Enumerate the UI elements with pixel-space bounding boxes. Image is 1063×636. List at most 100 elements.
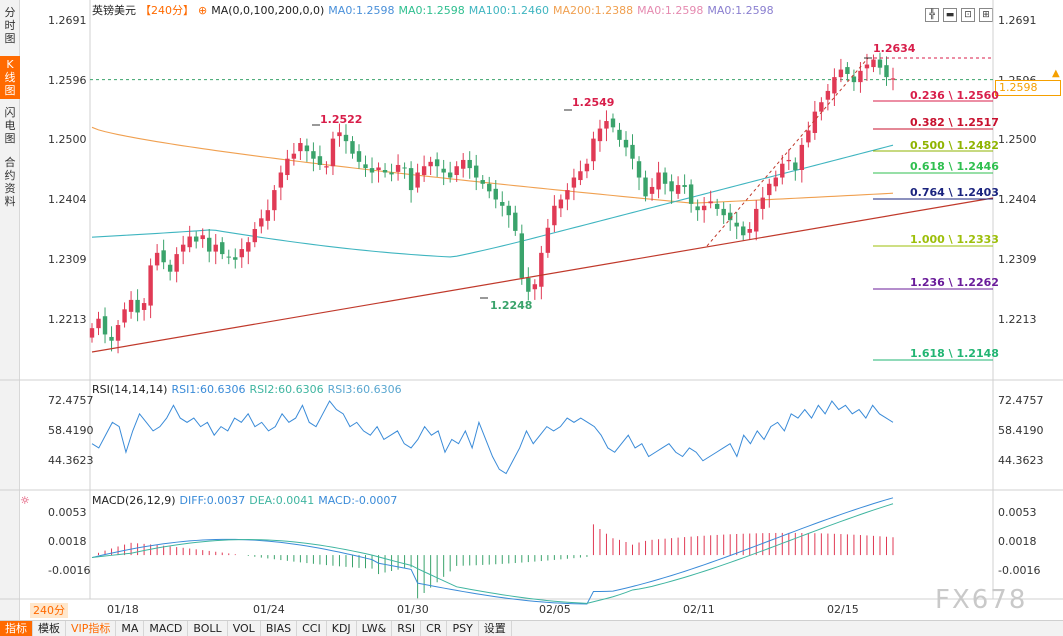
candle-body [838, 69, 844, 78]
ma100-value: MA100:1.2460 [468, 4, 549, 17]
candle-body [708, 201, 713, 204]
candle-body [760, 197, 765, 209]
rsi-params[interactable]: RSI(14,14,14) [92, 383, 168, 396]
candle-body [832, 77, 837, 94]
candle-body [154, 252, 160, 266]
candle-body [825, 90, 831, 100]
fib-level: 0.382 \ 1.2517 [910, 116, 999, 129]
x-date-label: 01/18 [107, 603, 139, 616]
tab-rsi[interactable]: RSI [392, 621, 422, 636]
candle-body [500, 202, 505, 206]
macd-tick-left: -0.0016 [48, 564, 91, 577]
candle-body [812, 111, 818, 133]
tab-settings[interactable]: 设置 [479, 621, 512, 636]
period-label[interactable]: 【240分】 [140, 4, 194, 17]
macd-header: ☼ [20, 494, 34, 507]
ma0-value-d: MA0:1.2598 [707, 4, 774, 17]
price-tick-left: 1.2213 [48, 313, 87, 326]
candle-body [480, 180, 485, 184]
tab-flash-chart[interactable]: 闪 电 图 [4, 106, 16, 145]
candle-body [773, 177, 778, 187]
ma0-value-a: MA0:1.2598 [328, 4, 395, 17]
tab-cci[interactable]: CCI [297, 621, 327, 636]
candle-body [141, 303, 147, 310]
dea-value: DEA:0.0041 [249, 494, 315, 507]
candle-body [441, 168, 446, 173]
candle-body [688, 184, 694, 204]
candle-body [884, 65, 889, 78]
rsi-tick-right: 58.4190 [998, 424, 1044, 437]
tab-bias[interactable]: BIAS [261, 621, 298, 636]
zoom-out-icon[interactable]: ▬ [943, 8, 957, 22]
ma0-value-b: MA0:1.2598 [398, 4, 465, 17]
candle-body [376, 167, 381, 170]
candle-body [363, 164, 368, 169]
candle-body [356, 151, 362, 162]
candle-body [415, 172, 420, 188]
tab-ma[interactable]: MA [116, 621, 145, 636]
macd-values: MACD(26,12,9) DIFF:0.0037 DEA:0.0041 MACD:-… [92, 494, 401, 507]
tab-macd[interactable]: MACD [144, 621, 189, 636]
tab-indicators[interactable]: 指标 [0, 621, 33, 636]
zoom-in-icon[interactable]: ╬ [925, 8, 939, 22]
candle-body [747, 228, 752, 233]
macd-params[interactable]: MACD(26,12,9) [92, 494, 176, 507]
candle-body [96, 318, 101, 329]
tab-templates[interactable]: 模板 [33, 621, 66, 636]
candle-body [636, 161, 642, 178]
peak-annotation-b: 1.2549 [572, 96, 615, 109]
peak-annotation-a: 1.2522 [320, 113, 363, 126]
period-selector[interactable]: 240分 [30, 603, 68, 618]
macd-settings-icon[interactable]: ☼ [20, 494, 30, 507]
settings-circle-icon[interactable]: ⊕ [198, 4, 208, 17]
tab-kline[interactable]: K 线 图 [0, 56, 20, 99]
tab-timeshare[interactable]: 分 时 图 [4, 6, 16, 45]
candle-body [278, 172, 284, 188]
dea-line [91, 503, 894, 604]
candle-body [519, 233, 525, 278]
candle-body [877, 59, 883, 68]
tab-boll[interactable]: BOLL [188, 621, 228, 636]
candle-body [656, 172, 661, 190]
fib-level: 1.000 \ 1.2333 [910, 233, 999, 246]
candle-body [343, 134, 349, 142]
watermark-logo: FX678 [935, 585, 1028, 615]
tab-cr[interactable]: CR [421, 621, 448, 636]
candle-body [330, 138, 336, 167]
tab-lwr[interactable]: LW& [357, 621, 393, 636]
candle-body [122, 309, 127, 323]
tab-kdj[interactable]: KDJ [327, 621, 357, 636]
candle-body [591, 138, 596, 162]
macd-tick-right: -0.0016 [998, 564, 1041, 577]
diff-value: DIFF:0.0037 [179, 494, 246, 507]
candle-body [220, 242, 225, 255]
candle-body [128, 299, 134, 312]
candle-body [767, 183, 772, 196]
fullscreen-icon[interactable]: ⊡ [961, 8, 975, 22]
candle-body [864, 64, 870, 69]
candle-body [649, 186, 655, 194]
tab-vip-indicators[interactable]: VIP指标 [66, 621, 117, 636]
tab-vol[interactable]: VOL [228, 621, 261, 636]
candle-body [265, 210, 271, 221]
candle-body [493, 188, 498, 200]
candle-body [806, 130, 811, 143]
price-tick-right: 1.2500 [998, 133, 1037, 146]
chart-header: 英镑美元 【240分】 ⊕ MA(0,0,100,200,0,0) MA0:1.2598… [92, 2, 778, 18]
candle-body [780, 163, 785, 178]
candle-body [304, 145, 310, 152]
candle-body [858, 70, 863, 83]
tab-contract-info[interactable]: 合 约 资 料 [4, 156, 16, 208]
tab-psy[interactable]: PSY [447, 621, 479, 636]
price-tick-right: 1.2213 [998, 313, 1037, 326]
fib-level: 0.236 \ 1.2560 [910, 89, 999, 102]
candle-body [819, 102, 824, 112]
candle-body [578, 171, 583, 181]
candle-body [389, 172, 394, 175]
ma100-line [91, 144, 894, 258]
rsi-line [91, 400, 894, 475]
fib-anchor-line [706, 57, 869, 247]
ma-params[interactable]: MA(0,0,100,200,0,0) [211, 4, 325, 17]
macd-tick-right: 0.0018 [998, 535, 1037, 548]
